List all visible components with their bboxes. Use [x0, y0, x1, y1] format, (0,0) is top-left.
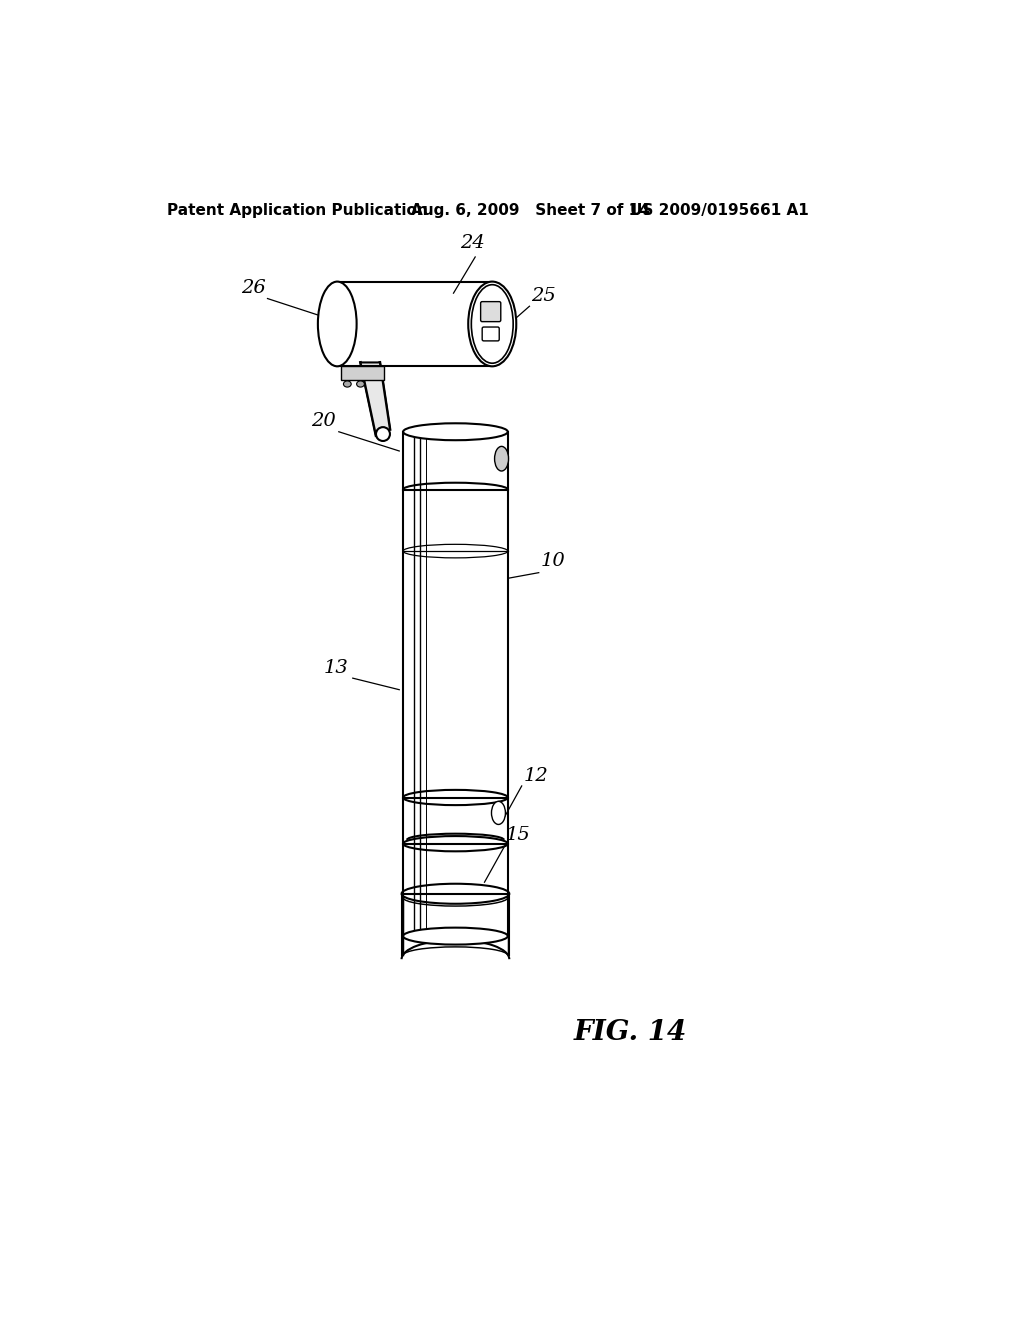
- Polygon shape: [341, 367, 384, 380]
- Ellipse shape: [317, 281, 356, 367]
- Ellipse shape: [356, 381, 365, 387]
- FancyBboxPatch shape: [482, 327, 500, 341]
- Text: Patent Application Publication: Patent Application Publication: [167, 203, 427, 218]
- Text: 26: 26: [242, 279, 266, 297]
- Text: 12: 12: [523, 767, 548, 784]
- Text: 13: 13: [325, 659, 349, 677]
- Ellipse shape: [468, 281, 516, 367]
- Text: 24: 24: [461, 235, 485, 252]
- Text: FIG. 14: FIG. 14: [573, 1019, 687, 1045]
- Ellipse shape: [495, 446, 509, 471]
- Text: US 2009/0195661 A1: US 2009/0195661 A1: [630, 203, 809, 218]
- Text: 25: 25: [531, 286, 556, 305]
- Ellipse shape: [343, 381, 351, 387]
- Ellipse shape: [471, 285, 513, 363]
- Text: 10: 10: [541, 553, 565, 570]
- Ellipse shape: [403, 928, 508, 945]
- Ellipse shape: [403, 424, 508, 441]
- Ellipse shape: [492, 801, 506, 825]
- Text: Aug. 6, 2009   Sheet 7 of 14: Aug. 6, 2009 Sheet 7 of 14: [411, 203, 649, 218]
- Text: 20: 20: [311, 412, 336, 430]
- FancyBboxPatch shape: [480, 302, 501, 322]
- Text: 15: 15: [506, 826, 530, 843]
- Polygon shape: [360, 363, 390, 436]
- Circle shape: [376, 428, 390, 441]
